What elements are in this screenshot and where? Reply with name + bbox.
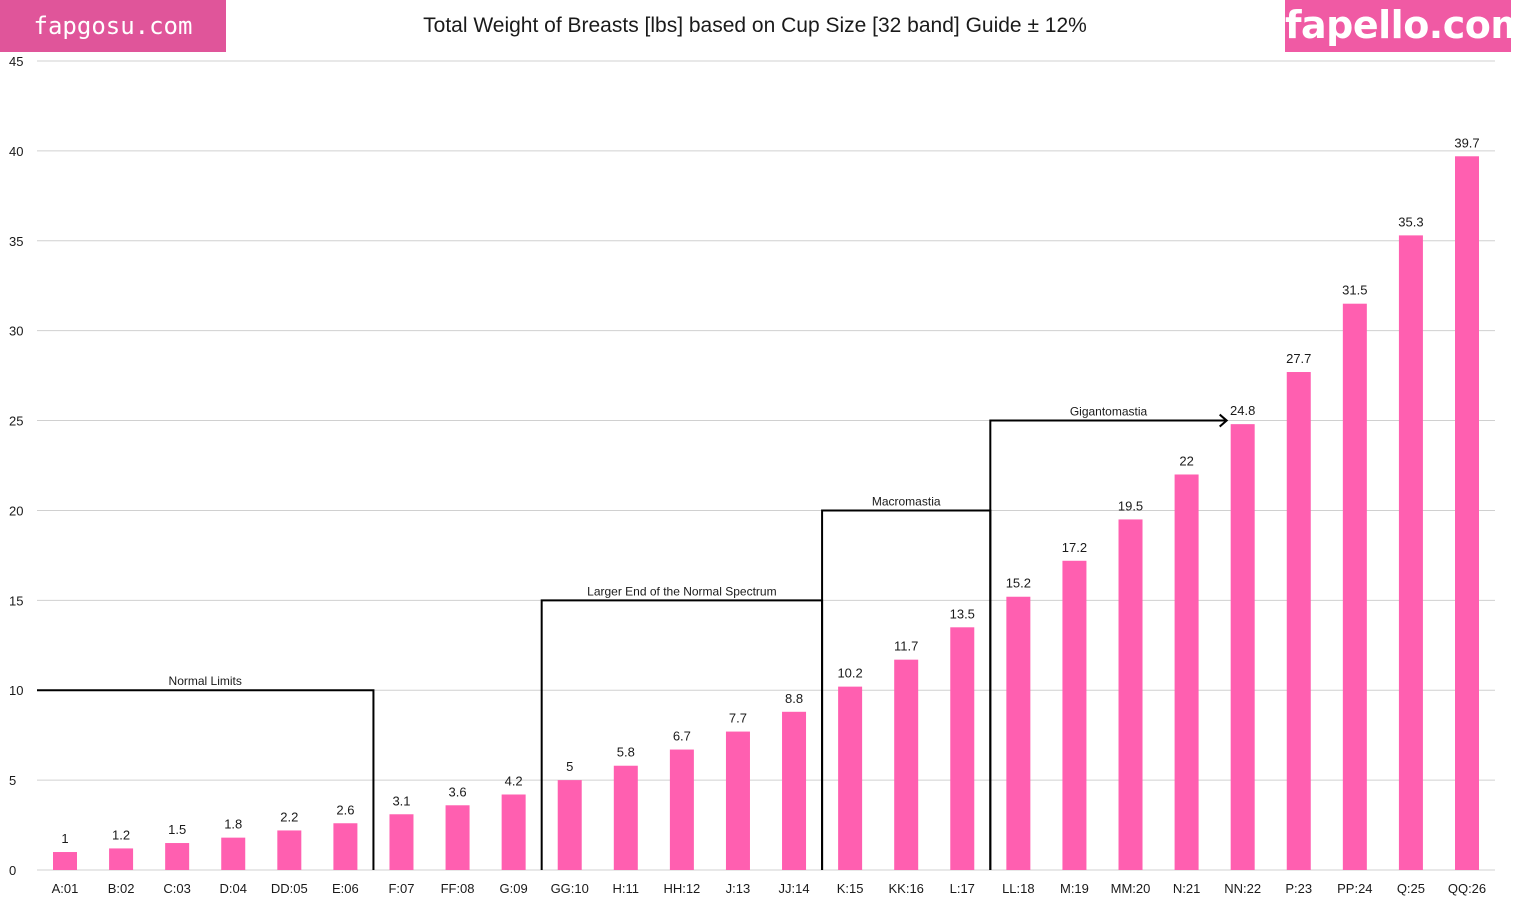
x-tick-label: DD:05 <box>271 881 308 896</box>
annotation-label: Macromastia <box>872 494 941 508</box>
data-label: 3.6 <box>449 784 467 799</box>
data-label: 31.5 <box>1342 283 1367 298</box>
bar-c-03 <box>165 843 190 870</box>
x-tick-label: PP:24 <box>1337 881 1372 896</box>
data-label: 4.2 <box>505 773 523 788</box>
y-tick-label: 25 <box>9 414 23 429</box>
y-tick-label: 20 <box>9 503 23 518</box>
data-label: 15.2 <box>1006 576 1031 591</box>
x-tick-label: Q:25 <box>1397 881 1425 896</box>
x-tick-label: LL:18 <box>1002 881 1035 896</box>
watermark-right: fapello.com <box>1285 0 1513 52</box>
y-tick-label: 40 <box>9 144 23 159</box>
x-tick-label: GG:10 <box>551 881 589 896</box>
y-tick-label: 35 <box>9 234 23 249</box>
watermark-left: fapgosu.com <box>0 0 226 52</box>
y-tick-label: 10 <box>9 683 23 698</box>
y-tick-label: 30 <box>9 324 23 339</box>
bracket-gigantomastia <box>989 419 1227 870</box>
bar-p-23 <box>1286 372 1311 870</box>
bar-pp-24 <box>1342 303 1367 870</box>
bar-a-01 <box>53 852 77 870</box>
y-tick-label: 5 <box>9 773 16 788</box>
bar-ff-08 <box>445 805 470 870</box>
bar-h-11 <box>613 765 638 870</box>
x-tick-label: C:03 <box>163 881 190 896</box>
x-tick-label: E:06 <box>332 881 359 896</box>
data-label: 11.7 <box>894 639 918 654</box>
bracket-normal-limits <box>37 689 375 870</box>
bar-kk-16 <box>894 659 919 870</box>
x-tick-label: D:04 <box>220 881 247 896</box>
data-label: 7.7 <box>729 711 747 726</box>
x-tick-label: P:23 <box>1285 881 1312 896</box>
bar-dd-05 <box>277 830 302 870</box>
data-label: 1.8 <box>224 817 242 832</box>
bar-ll-18 <box>1006 596 1031 870</box>
x-tick-label: M:19 <box>1060 881 1089 896</box>
bar-j-13 <box>725 731 750 870</box>
bar-e-06 <box>333 823 358 870</box>
data-label: 1.5 <box>168 822 186 837</box>
x-tick-label: KK:16 <box>888 881 923 896</box>
bar-n-21 <box>1174 474 1199 870</box>
x-tick-label: NN:22 <box>1224 881 1261 896</box>
data-label: 13.5 <box>950 606 975 621</box>
bar-f-07 <box>389 814 414 870</box>
x-tick-label: HH:12 <box>663 881 700 896</box>
bar-mm-20 <box>1118 519 1143 870</box>
x-tick-label: QQ:26 <box>1448 881 1486 896</box>
x-tick-label: MM:20 <box>1111 881 1151 896</box>
x-tick-label: L:17 <box>950 881 975 896</box>
x-tick-label: FF:08 <box>441 881 475 896</box>
data-label: 27.7 <box>1286 351 1311 366</box>
data-label: 6.7 <box>673 729 691 744</box>
data-label: 10.2 <box>837 666 862 681</box>
bar-g-09 <box>501 794 526 870</box>
data-label: 22 <box>1179 453 1193 468</box>
x-tick-label: G:09 <box>500 881 528 896</box>
bar-jj-14 <box>782 711 807 870</box>
bar-m-19 <box>1062 560 1087 870</box>
data-label: 5.8 <box>617 745 635 760</box>
bar-b-02 <box>109 848 134 870</box>
annotation-label: Normal Limits <box>169 674 242 688</box>
data-label: 5 <box>566 759 573 774</box>
bar-gg-10 <box>557 780 582 870</box>
data-label: 1 <box>61 831 68 846</box>
data-label: 39.7 <box>1454 135 1479 150</box>
y-tick-label: 0 <box>9 863 16 878</box>
bar-k-15 <box>838 686 863 870</box>
y-tick-label: 15 <box>9 593 23 608</box>
data-label: 35.3 <box>1398 214 1423 229</box>
annotation-label: Larger End of the Normal Spectrum <box>587 584 776 598</box>
data-label: 3.1 <box>392 793 410 808</box>
data-label: 19.5 <box>1118 498 1143 513</box>
data-label: 1.2 <box>112 827 130 842</box>
data-label: 8.8 <box>785 691 803 706</box>
bar-q-25 <box>1398 235 1423 870</box>
x-tick-label: K:15 <box>837 881 864 896</box>
chart-title: Total Weight of Breasts [lbs] based on C… <box>423 14 1087 37</box>
x-tick-label: F:07 <box>388 881 414 896</box>
data-label: 2.2 <box>280 809 298 824</box>
bar-nn-22 <box>1230 424 1255 870</box>
bar-hh-12 <box>669 749 694 870</box>
data-label: 17.2 <box>1062 540 1087 555</box>
data-label: 2.6 <box>336 802 354 817</box>
x-tick-label: A:01 <box>52 881 79 896</box>
x-tick-label: H:11 <box>613 881 640 896</box>
x-tick-label: JJ:14 <box>779 881 810 896</box>
x-tick-label: B:02 <box>108 881 135 896</box>
bar-d-04 <box>221 837 246 870</box>
y-tick-label: 45 <box>9 54 23 69</box>
data-label: 24.8 <box>1230 403 1255 418</box>
annotation-label: Gigantomastia <box>1070 405 1148 419</box>
bar-l-17 <box>950 627 975 870</box>
bar-qq-26 <box>1455 156 1479 870</box>
bracket-arrowhead <box>1219 413 1229 428</box>
x-tick-label: N:21 <box>1173 881 1200 896</box>
x-tick-label: J:13 <box>726 881 751 896</box>
